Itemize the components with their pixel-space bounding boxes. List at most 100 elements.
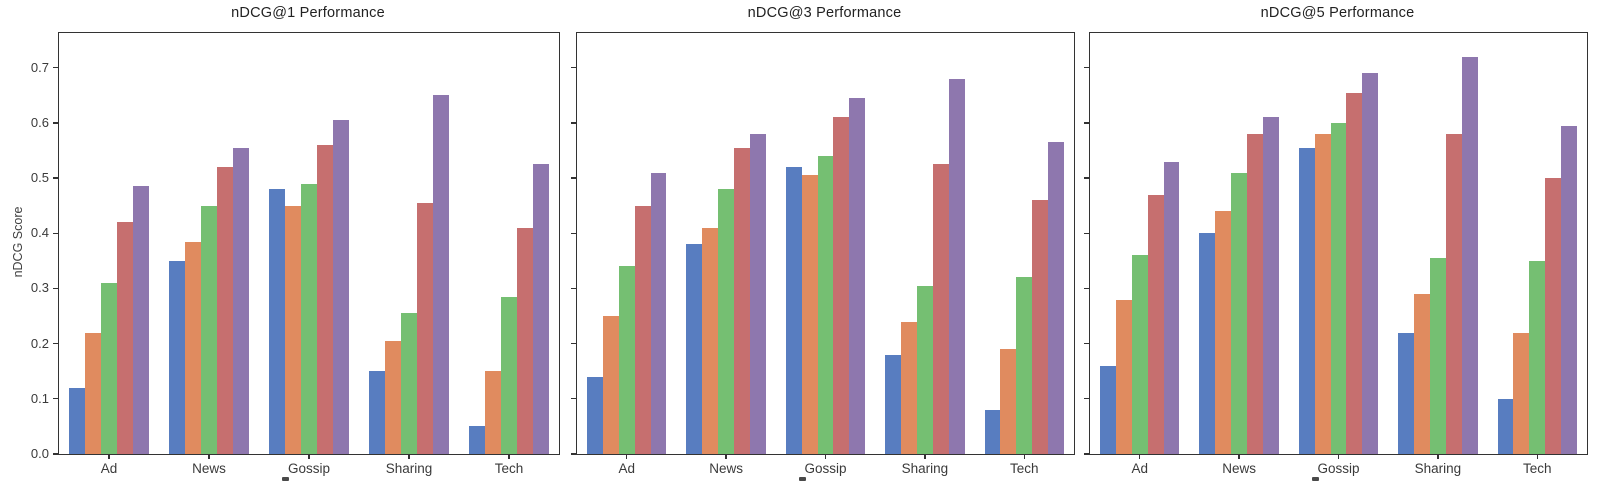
y-tick-mark: [1083, 287, 1089, 290]
bar-tech-series-blue: [1497, 398, 1514, 454]
bar-gossip-series-red: [317, 145, 333, 454]
chart-title-ndcg5: nDCG@5 Performance: [1260, 5, 1415, 21]
bar-tech-series-blue: [469, 426, 485, 454]
y-tick-mark: [1083, 453, 1089, 455]
x-tick-mark: [108, 454, 110, 459]
x-axis-title-clipped: [282, 477, 289, 481]
y-tick-mark: [570, 287, 576, 290]
y-tick-mark: [1083, 67, 1089, 69]
y-tick-label: 0.6: [30, 114, 49, 130]
y-tick-label: 0.3: [30, 280, 49, 296]
x-tick-mark: [725, 454, 727, 459]
y-tick-mark: [52, 342, 58, 345]
bar-ad-series-green: [618, 266, 635, 454]
y-tick-label: 0.0: [30, 446, 49, 461]
bar-tech-series-red: [1545, 178, 1562, 454]
y-tick-mark: [1083, 398, 1089, 400]
y-tick-mark: [1083, 342, 1089, 345]
y-tick-mark: [52, 122, 58, 124]
bar-sharing-series-orange: [901, 321, 917, 454]
y-tick-mark: [1083, 177, 1089, 179]
bar-ad-series-green: [1131, 255, 1148, 454]
bar-news-series-red: [217, 167, 233, 454]
bar-ad-series-orange: [602, 316, 619, 454]
x-tick-mark: [208, 454, 210, 459]
bar-news-series-blue: [686, 244, 703, 454]
y-tick-mark: [52, 453, 58, 455]
bar-news-series-purple: [233, 147, 249, 454]
bar-tech-series-purple: [1048, 142, 1065, 454]
plot-area-ndcg1: 0.0 0.1 0.2 0.3 0.4 0.5 0.6 0.7 Ad News Gossip Shar…: [31, 32, 560, 476]
bar-gossip-series-blue: [1298, 147, 1315, 454]
x-tick-label-gossip: Gossip: [1317, 461, 1360, 476]
bar-sharing-series-blue: [885, 354, 902, 454]
y-tick-mark: [1083, 122, 1089, 124]
x-tick-label-news: News: [709, 461, 743, 476]
bar-gossip-series-orange: [1314, 133, 1331, 454]
bar-news-series-orange: [702, 227, 719, 454]
x-tick-mark: [924, 454, 926, 459]
plot-area-ndcg5: Ad News Gossip Sharing Tech: [1083, 32, 1588, 476]
bar-sharing-series-purple: [1461, 56, 1478, 454]
x-axis-title-clipped: [1311, 477, 1319, 481]
y-tick-mark: [570, 67, 576, 69]
bar-gossip-series-blue: [269, 189, 285, 454]
bar-gossip-series-purple: [1362, 73, 1379, 454]
bar-gossip-series-green: [1330, 122, 1347, 454]
x-tick-mark: [1139, 454, 1141, 459]
bar-ad-series-blue: [69, 387, 85, 454]
x-axis-title-clipped: [798, 477, 806, 481]
bar-news-series-green: [718, 189, 735, 454]
y-tick-mark: [52, 67, 58, 69]
bar-news-series-green: [201, 205, 217, 454]
bar-sharing-series-green: [916, 285, 933, 454]
bar-gossip-series-orange: [801, 175, 818, 454]
bar-sharing-series-green: [1429, 258, 1446, 454]
bar-ad-series-orange: [85, 332, 101, 454]
bar-gossip-series-blue: [785, 167, 802, 454]
bar-ad-series-blue: [1099, 365, 1116, 454]
bar-ad-series-red: [117, 222, 133, 454]
bar-tech-series-green: [501, 296, 517, 454]
x-tick-label-news: News: [192, 461, 226, 476]
bar-ad-series-red: [634, 205, 651, 454]
x-tick-label-ad: Ad: [100, 461, 118, 476]
bar-ad-series-purple: [1163, 161, 1180, 454]
x-tick-label-news: News: [1222, 461, 1256, 476]
x-tick-label-tech: Tech: [1010, 461, 1039, 476]
bar-ad-series-orange: [1115, 299, 1132, 454]
bar-tech-series-red: [517, 227, 533, 454]
y-tick-label: 0.4: [30, 225, 49, 241]
y-tick-mark: [570, 342, 576, 345]
x-tick-mark: [1536, 454, 1538, 459]
y-tick-mark: [570, 232, 576, 234]
bar-ad-series-green: [101, 282, 117, 454]
bar-news-series-orange: [1215, 211, 1232, 454]
bar-sharing-series-purple: [948, 78, 965, 454]
y-tick-mark: [52, 232, 58, 234]
x-tick-mark: [408, 454, 410, 459]
bar-tech-series-blue: [984, 409, 1001, 454]
bar-sharing-series-orange: [1414, 294, 1430, 454]
y-tick-label: 0.7: [30, 59, 49, 75]
chart-title-ndcg1: nDCG@1 Performance: [231, 5, 385, 21]
bar-news-series-blue: [169, 260, 185, 454]
bar-ad-series-purple: [650, 172, 667, 454]
y-tick-label: 0.1: [30, 390, 49, 406]
bar-sharing-series-orange: [385, 340, 401, 454]
x-tick-label-gossip: Gossip: [287, 461, 331, 476]
x-tick-mark: [626, 454, 628, 459]
x-tick-label-sharing: Sharing: [1414, 461, 1462, 476]
bar-tech-series-purple: [533, 164, 549, 454]
x-tick-mark: [824, 454, 827, 459]
bar-sharing-series-purple: [433, 95, 449, 454]
bar-sharing-series-blue: [369, 371, 385, 454]
plot-area-ndcg3: Ad News Gossip Sharing Tech: [570, 32, 1075, 476]
x-tick-mark: [1437, 454, 1439, 459]
y-tick-mark: [570, 177, 576, 179]
bar-gossip-series-red: [833, 117, 850, 454]
bar-tech-series-orange: [485, 371, 501, 454]
x-tick-label-tech: Tech: [1523, 461, 1552, 476]
x-tick-label-ad: Ad: [618, 461, 635, 476]
